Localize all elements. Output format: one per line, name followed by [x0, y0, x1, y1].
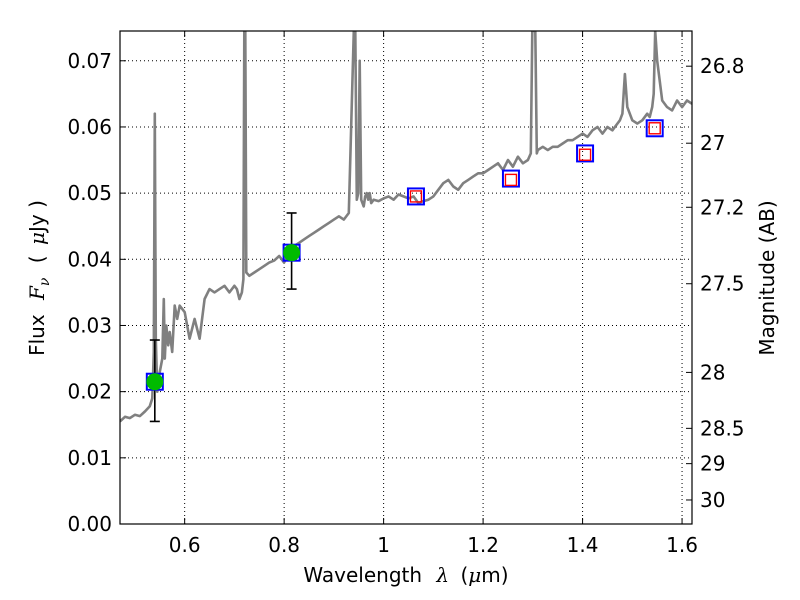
- y2-tick-label: 28.5: [700, 416, 745, 440]
- y-axis: 0.00 0.01 0.02 0.03 0.04 0.05 0.06 0.07: [67, 49, 126, 536]
- x-tick-label: 0.8: [268, 533, 300, 557]
- y2-tick-label: 26.8: [700, 54, 745, 78]
- markers-layer: [145, 119, 664, 423]
- x-label-symbol: λ: [435, 563, 449, 587]
- x-tick-label: 1.2: [467, 533, 499, 557]
- y2-tick-label: 30: [700, 488, 725, 512]
- detection-marker: [146, 373, 164, 391]
- x-tick-label: 1.6: [666, 533, 698, 557]
- grid-lines: [120, 31, 692, 524]
- y2-axis: 26.8 27 27.2 27.5 28 28.5 29 30: [686, 54, 745, 512]
- y-tick-label: 0.07: [67, 49, 112, 73]
- y-label-symbol-f: F: [25, 285, 49, 301]
- model-box-marker: [501, 169, 520, 188]
- x-label-unit-open: (: [460, 563, 468, 587]
- y2-axis-label: Magnitude (AB): [755, 200, 779, 355]
- x-axis: 0.6 0.8 1 1.2 1.4 1.6: [169, 31, 698, 557]
- x-axis-label: Wavelength λ (μm): [303, 563, 508, 587]
- y-axis-label: Flux Fν ( μJy ): [25, 200, 54, 356]
- y-label-unit-mu: μ: [25, 232, 49, 245]
- y-tick-label: 0.00: [67, 512, 112, 536]
- spectrum-layer: [120, 31, 692, 423]
- plot-frame: [119, 30, 693, 525]
- y-tick-label: 0.02: [67, 380, 112, 404]
- y2-tick-label: 27: [700, 131, 725, 155]
- y-label-unit-close: Jy ): [25, 200, 49, 234]
- y-label-prefix: Flux: [25, 314, 49, 356]
- upper-limit-marker: [504, 173, 518, 187]
- x-tick-label: 1: [377, 533, 390, 557]
- y-tick-label: 0.03: [67, 313, 112, 337]
- y2-tick-label: 29: [700, 452, 725, 476]
- model-box-marker: [576, 144, 595, 163]
- x-label-unit-mu: μ: [468, 563, 481, 587]
- y-tick-label: 0.04: [67, 247, 112, 271]
- y-label-symbol-sub: ν: [37, 277, 53, 286]
- spectrum-line: [120, 31, 692, 423]
- upper-limit-marker: [648, 122, 661, 135]
- model-box-marker: [406, 187, 425, 206]
- y2-tick-label: 27.2: [700, 195, 745, 219]
- y2-tick-label: 28: [700, 360, 725, 384]
- detection-marker: [283, 244, 301, 262]
- y-label-unit-open: (: [25, 255, 49, 263]
- x-label-prefix: Wavelength: [303, 563, 422, 587]
- y-tick-label: 0.06: [67, 115, 112, 139]
- x-tick-label: 1.4: [567, 533, 599, 557]
- y2-tick-label: 27.5: [700, 272, 745, 296]
- x-tick-label: 0.6: [169, 533, 201, 557]
- upper-limit-marker: [409, 190, 423, 203]
- upper-limit-marker: [578, 148, 592, 161]
- y-tick-label: 0.01: [67, 446, 112, 470]
- y-tick-label: 0.05: [67, 181, 112, 205]
- model-box-marker: [645, 119, 664, 138]
- x-label-unit-close: m): [481, 563, 508, 587]
